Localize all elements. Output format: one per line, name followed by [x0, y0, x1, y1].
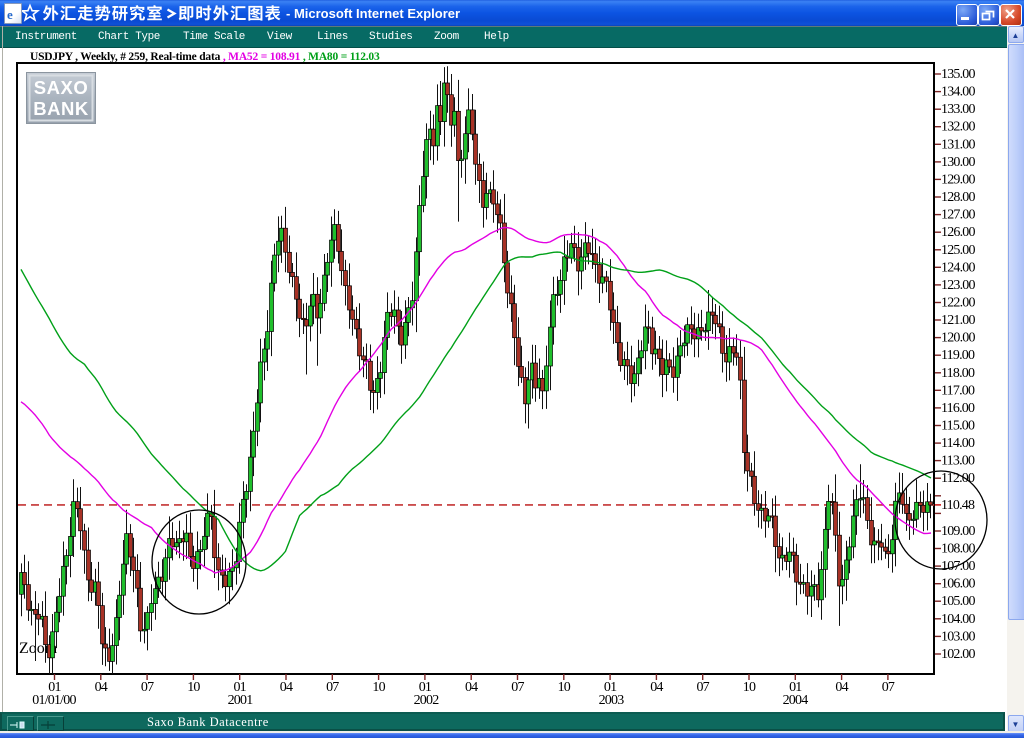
svg-text:112.00: 112.00 [941, 471, 975, 486]
svg-text:121.00: 121.00 [941, 313, 976, 328]
svg-text:104.00: 104.00 [941, 612, 976, 627]
svg-text:07: 07 [882, 680, 895, 695]
svg-text:123.00: 123.00 [941, 278, 976, 293]
svg-text:109.00: 109.00 [941, 524, 976, 539]
svg-text:2004: 2004 [783, 693, 809, 708]
svg-text:127.00: 127.00 [941, 208, 976, 223]
svg-text:113.00: 113.00 [941, 454, 975, 469]
svg-text:108.00: 108.00 [941, 542, 976, 557]
svg-text:01: 01 [789, 680, 802, 695]
svg-text:128.00: 128.00 [941, 190, 976, 205]
svg-text:01: 01 [233, 680, 246, 695]
svg-text:10: 10 [743, 680, 756, 695]
svg-text:131.00: 131.00 [941, 137, 976, 152]
svg-text:07: 07 [141, 680, 154, 695]
svg-text:116.00: 116.00 [941, 401, 975, 416]
svg-text:BANK: BANK [33, 98, 89, 119]
svg-text:2003: 2003 [599, 693, 625, 708]
svg-text:07: 07 [511, 680, 524, 695]
svg-text:110.48: 110.48 [941, 498, 975, 513]
svg-text:130.00: 130.00 [941, 155, 976, 170]
svg-text:2001: 2001 [228, 693, 254, 708]
svg-text:125.00: 125.00 [941, 243, 976, 258]
svg-text:107.00: 107.00 [941, 559, 976, 574]
svg-text:04: 04 [280, 680, 293, 695]
svg-text:124.00: 124.00 [941, 260, 976, 275]
svg-text:04: 04 [835, 680, 848, 695]
svg-text:10: 10 [187, 680, 200, 695]
svg-text:119.00: 119.00 [941, 348, 975, 363]
svg-text:01: 01 [604, 680, 617, 695]
svg-text:- Microsoft Internet Explorer: - Microsoft Internet Explorer [286, 6, 460, 21]
svg-text:118.00: 118.00 [941, 366, 975, 381]
svg-text:01: 01 [419, 680, 432, 695]
svg-text:114.00: 114.00 [941, 436, 975, 451]
svg-text:120.00: 120.00 [941, 331, 976, 346]
svg-text:SAXO: SAXO [34, 77, 88, 98]
svg-text:04: 04 [465, 680, 478, 695]
svg-text:134.00: 134.00 [941, 85, 976, 100]
svg-text:102.00: 102.00 [941, 647, 976, 662]
svg-text:135.00: 135.00 [941, 67, 976, 82]
svg-text:126.00: 126.00 [941, 225, 976, 240]
svg-text:105.00: 105.00 [941, 594, 976, 609]
svg-text:01/01/00: 01/01/00 [32, 693, 76, 708]
svg-text:10: 10 [558, 680, 571, 695]
svg-text:07: 07 [696, 680, 709, 695]
svg-text:122.00: 122.00 [941, 296, 976, 311]
svg-text:115.00: 115.00 [941, 419, 975, 434]
svg-text:04: 04 [650, 680, 663, 695]
svg-text:117.00: 117.00 [941, 383, 975, 398]
svg-text:132.00: 132.00 [941, 120, 976, 135]
svg-text:133.00: 133.00 [941, 102, 976, 117]
svg-text:129.00: 129.00 [941, 172, 976, 187]
svg-text:USDJPY , Weekly, # 259, Real-t: USDJPY , Weekly, # 259, Real-time data ,… [30, 51, 380, 63]
svg-text:106.00: 106.00 [941, 577, 976, 592]
svg-text:2002: 2002 [414, 693, 440, 708]
svg-text:01: 01 [48, 680, 61, 695]
svg-text:04: 04 [95, 680, 108, 695]
svg-text:103.00: 103.00 [941, 629, 976, 644]
svg-text:07: 07 [326, 680, 339, 695]
svg-text:10: 10 [372, 680, 385, 695]
